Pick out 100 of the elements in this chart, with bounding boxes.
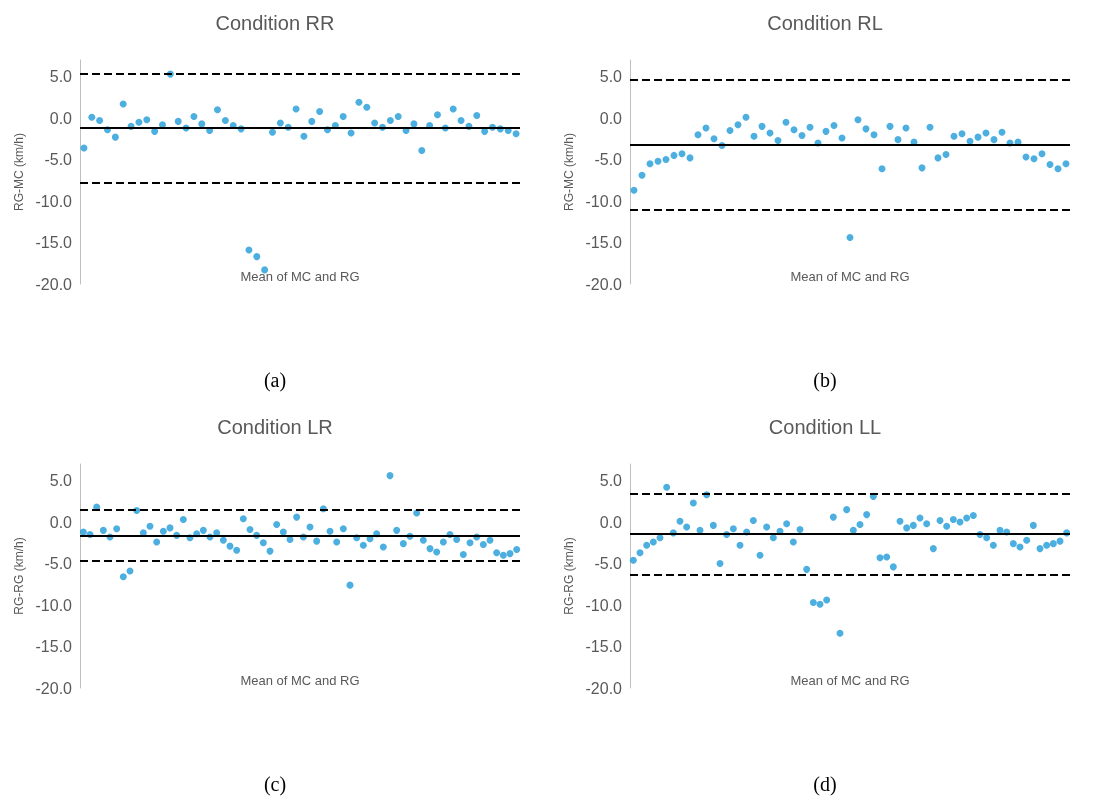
point	[886, 122, 894, 130]
y-tick-label: 5.0	[49, 472, 73, 490]
chart-title: Condition RR	[215, 12, 335, 34]
y-tick-label: -5.0	[44, 555, 73, 573]
x-axis-title: Mean of MC and RG	[790, 269, 910, 284]
y-tick-label: -20.0	[35, 275, 73, 293]
point	[339, 112, 347, 120]
point	[269, 128, 276, 136]
y-axis-title: RG-RG (km/h)	[11, 537, 26, 615]
point	[942, 151, 950, 159]
y-axis-title: RG-MC (km/h)	[11, 133, 26, 211]
text: (b)	[813, 369, 837, 392]
point	[363, 103, 371, 111]
point	[111, 133, 119, 141]
point	[308, 117, 316, 125]
y-tick-label: -20.0	[585, 679, 623, 697]
point	[143, 116, 151, 124]
point	[1038, 150, 1046, 158]
point	[678, 150, 686, 158]
point	[300, 132, 308, 140]
point	[473, 112, 481, 120]
point	[694, 131, 702, 139]
point	[449, 105, 457, 113]
point	[386, 117, 394, 125]
y-tick-label: 5.0	[599, 68, 623, 86]
point	[726, 127, 734, 135]
point	[798, 132, 806, 139]
text: (a)	[263, 369, 287, 392]
y-tick-label: -10.0	[585, 596, 623, 614]
point	[355, 98, 363, 106]
point	[822, 127, 830, 135]
point	[457, 117, 465, 125]
point	[198, 120, 206, 128]
chart-title: Condition LL	[768, 416, 882, 438]
y-axis-title: RG-MC (km/h)	[561, 133, 576, 211]
point	[371, 119, 379, 127]
point	[950, 132, 958, 140]
point	[894, 136, 902, 144]
point	[174, 117, 182, 125]
point	[790, 126, 798, 134]
point	[878, 165, 886, 173]
point	[758, 122, 766, 130]
point	[1054, 165, 1062, 173]
point	[742, 113, 750, 121]
point	[394, 112, 402, 120]
point	[512, 130, 520, 138]
x-axis-title: Mean of MC and RG	[240, 673, 360, 688]
y-tick-label: 0.0	[49, 513, 73, 531]
point	[1062, 160, 1070, 168]
point	[710, 135, 718, 143]
point	[774, 136, 782, 144]
point	[418, 146, 426, 154]
point	[190, 112, 198, 120]
y-tick-label: -5.0	[594, 151, 623, 169]
y-tick-label: -15.0	[35, 234, 73, 252]
y-tick-label: 0.0	[599, 513, 623, 531]
point	[638, 171, 646, 179]
y-tick-label: -10.0	[35, 192, 73, 210]
x-axis-title: Mean of MC and RG	[790, 673, 910, 688]
point	[846, 234, 854, 242]
point	[316, 107, 324, 115]
point	[96, 117, 104, 125]
point	[410, 120, 418, 128]
point	[253, 253, 261, 261]
chart-title: Condition LR	[217, 416, 333, 438]
y-tick-label: 0.0	[599, 109, 623, 127]
point	[990, 136, 998, 144]
y-tick-label: 5.0	[599, 472, 623, 490]
y-tick-label: -5.0	[44, 151, 73, 169]
point	[870, 131, 878, 139]
y-tick-label: -5.0	[594, 555, 623, 573]
point	[646, 160, 654, 168]
point	[926, 123, 934, 131]
y-tick-label: -15.0	[585, 638, 623, 656]
y-tick-label: 5.0	[49, 68, 73, 86]
point	[734, 121, 742, 129]
point	[1030, 155, 1038, 163]
point	[1046, 161, 1054, 169]
text: (d)	[813, 773, 837, 796]
point	[670, 151, 678, 159]
point	[806, 123, 814, 131]
point	[221, 117, 229, 125]
point	[276, 119, 284, 127]
y-tick-label: -10.0	[35, 596, 73, 614]
y-tick-label: -10.0	[585, 192, 623, 210]
point	[654, 157, 662, 165]
y-tick-label: -15.0	[585, 234, 623, 252]
point	[214, 106, 221, 114]
y-tick-label: 0.0	[49, 109, 73, 127]
y-axis-title: RG-RG (km/h)	[561, 537, 576, 615]
point	[630, 186, 638, 194]
point	[854, 116, 862, 124]
point	[830, 122, 838, 130]
text: (c)	[263, 773, 287, 796]
x-axis-title: Mean of MC and RG	[240, 269, 360, 284]
point	[434, 111, 441, 119]
point	[88, 113, 96, 121]
y-tick-label: -15.0	[35, 638, 73, 656]
point	[662, 156, 670, 164]
chart-title: Condition RL	[767, 12, 883, 34]
